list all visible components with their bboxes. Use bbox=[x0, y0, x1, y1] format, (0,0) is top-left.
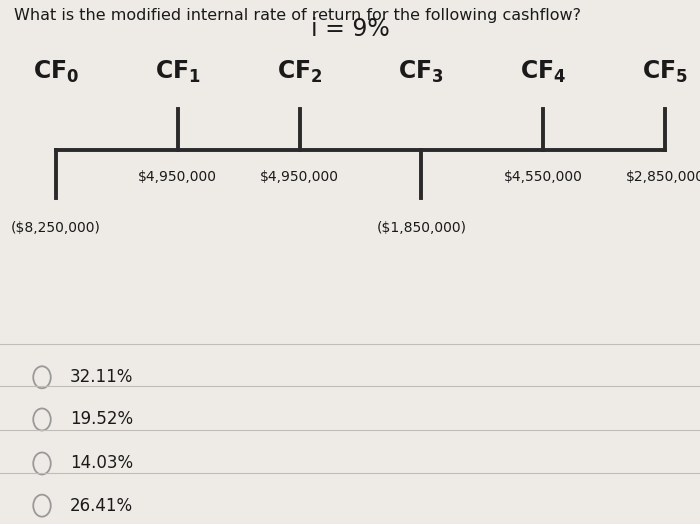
Text: $\mathregular{CF_1}$: $\mathregular{CF_1}$ bbox=[155, 59, 201, 85]
Text: $4,550,000: $4,550,000 bbox=[504, 170, 582, 184]
Text: $\mathregular{CF_2}$: $\mathregular{CF_2}$ bbox=[276, 59, 323, 85]
Text: $4,950,000: $4,950,000 bbox=[139, 170, 217, 184]
Text: $4,950,000: $4,950,000 bbox=[260, 170, 339, 184]
Text: i = 9%: i = 9% bbox=[311, 17, 389, 41]
Text: $\mathregular{CF_5}$: $\mathregular{CF_5}$ bbox=[642, 59, 688, 85]
Text: $\mathregular{CF_0}$: $\mathregular{CF_0}$ bbox=[33, 59, 79, 85]
Text: 19.52%: 19.52% bbox=[70, 410, 133, 429]
Text: ($8,250,000): ($8,250,000) bbox=[11, 221, 101, 235]
Text: $2,850,000: $2,850,000 bbox=[626, 170, 700, 184]
Text: 32.11%: 32.11% bbox=[70, 368, 134, 386]
Text: 26.41%: 26.41% bbox=[70, 497, 133, 515]
Text: What is the modified internal rate of return for the following cashflow?: What is the modified internal rate of re… bbox=[14, 8, 581, 23]
Text: 14.03%: 14.03% bbox=[70, 454, 133, 473]
Text: $\mathregular{CF_4}$: $\mathregular{CF_4}$ bbox=[520, 59, 566, 85]
Text: $\mathregular{CF_3}$: $\mathregular{CF_3}$ bbox=[398, 59, 444, 85]
Text: ($1,850,000): ($1,850,000) bbox=[377, 221, 466, 235]
